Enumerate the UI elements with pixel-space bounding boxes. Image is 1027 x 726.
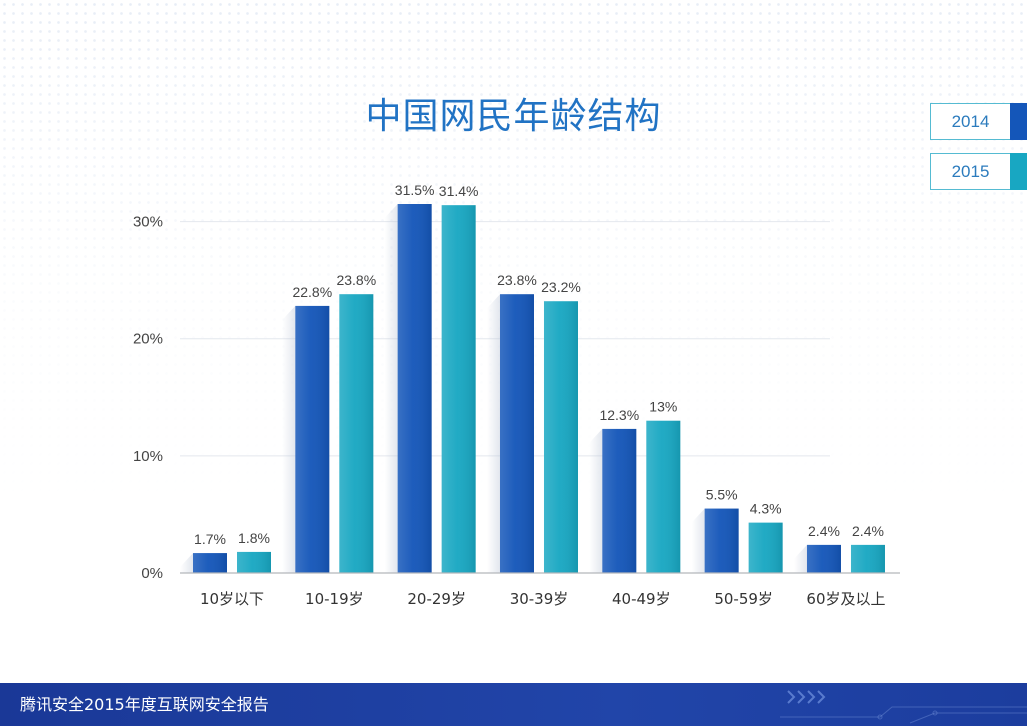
data-label: 23.2% xyxy=(541,279,581,295)
data-label: 13% xyxy=(649,399,677,415)
legend-item-2014: 2014 xyxy=(930,103,1027,140)
bar-shadow xyxy=(180,553,193,573)
bar-sheen xyxy=(543,301,578,573)
bar-chart: 1.7% 1.8%22.8%23.8%31.5% 31.4%23.8% 23.2%12… xyxy=(133,182,900,608)
footer-report-title: 腾讯安全2015年度互联网安全报告 xyxy=(20,695,269,714)
data-label: 31.5% xyxy=(395,182,435,198)
y-tick-label: 30% xyxy=(133,214,163,231)
data-label: 22.8% xyxy=(292,284,332,300)
bar-layer xyxy=(180,204,885,573)
data-label: 5.5% xyxy=(706,487,738,503)
bar-sheen xyxy=(397,204,432,573)
y-tick-label: 20% xyxy=(133,331,163,348)
x-tick-label: 10岁以下 xyxy=(200,590,264,608)
data-label: 4.3% xyxy=(750,501,782,517)
y-tick-label: 10% xyxy=(133,448,163,465)
x-tick-label: 20-29岁 xyxy=(407,590,466,608)
bar-sheen xyxy=(850,544,885,573)
data-label: 1.7% xyxy=(194,531,226,547)
bar-shadow xyxy=(486,294,500,573)
legend-item-2015: 2015 xyxy=(930,153,1027,190)
data-label: 2.4% xyxy=(852,523,884,539)
bar-shadow xyxy=(589,428,603,573)
data-label: 31.4% xyxy=(439,183,479,199)
x-tick-label: 40-49岁 xyxy=(612,590,671,608)
y-tick-label: 0% xyxy=(141,565,163,582)
data-label: 2.4% xyxy=(808,523,840,539)
x-tick-label: 30-39岁 xyxy=(510,590,569,608)
bar-shadow xyxy=(384,204,398,573)
bar-sheen xyxy=(441,205,476,573)
axis-layer: 0% 10% 20% 30% 10岁以下 10-19岁 20-29岁 30-39岁 40-49岁… xyxy=(133,214,900,608)
legend-label-2014: 2014 xyxy=(930,103,1010,140)
bar-shadow xyxy=(691,508,705,573)
bar-sheen xyxy=(646,420,681,573)
x-tick-label: 50-59岁 xyxy=(714,590,773,608)
bar-sheen xyxy=(237,551,271,573)
bar-sheen xyxy=(748,522,783,573)
data-label: 1.8% xyxy=(238,530,270,546)
data-label: 12.3% xyxy=(599,407,639,423)
bar-shadow xyxy=(282,305,296,573)
label-layer: 1.7% 1.8%22.8%23.8%31.5% 31.4%23.8% 23.2%12… xyxy=(194,182,884,547)
footer-bar: 腾讯安全2015年度互联网安全报告 xyxy=(0,683,1027,726)
bar-sheen xyxy=(339,294,374,573)
bar-sheen xyxy=(704,508,739,573)
data-label: 23.8% xyxy=(336,272,376,288)
bar-sheen xyxy=(295,305,330,573)
legend-swatch-2015 xyxy=(1010,153,1027,190)
bar-shadow xyxy=(793,544,807,573)
x-tick-label: 60岁及以上 xyxy=(806,590,885,608)
bar-sheen xyxy=(806,544,841,573)
legend-label-2015: 2015 xyxy=(930,153,1010,190)
bar-sheen xyxy=(193,553,227,573)
bar-sheen xyxy=(602,428,637,573)
legend-swatch-2014 xyxy=(1010,103,1027,140)
chart-title: 中国网民年龄结构 xyxy=(365,96,662,137)
data-label: 23.8% xyxy=(497,272,537,288)
bar-sheen xyxy=(499,294,534,573)
x-tick-label: 10-19岁 xyxy=(305,590,364,608)
chevron-arrows-icon xyxy=(780,690,1027,724)
